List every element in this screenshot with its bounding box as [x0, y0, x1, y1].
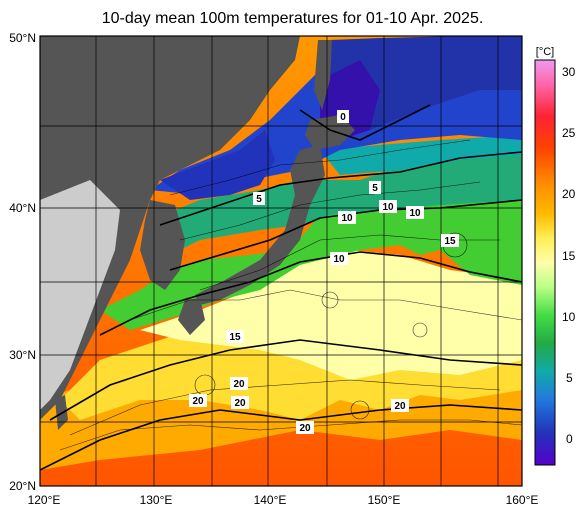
colorbar-tick: 0: [566, 432, 573, 446]
contour-label-group: 0 5 5 10 10 10 10 15 15 20 20 20 20 20: [189, 110, 459, 434]
svg-text:10: 10: [341, 213, 353, 224]
contour-label: 5: [369, 181, 381, 194]
map-frame: [39, 35, 523, 487]
contour-label: 20: [296, 421, 314, 434]
longitude-labels: 120°E 130°E 140°E 150°E 160°E: [28, 493, 539, 507]
contour-label: 10: [338, 211, 356, 224]
colorbar-ticks: 30 25 20 15 10 5 0: [562, 65, 576, 446]
svg-text:10: 10: [382, 202, 394, 213]
map-title: 10-day mean 100m temperatures for 01-10 …: [101, 10, 484, 27]
contour-label: 20: [189, 394, 207, 407]
colorbar-tick: 5: [566, 371, 573, 385]
colorbar-tick: 25: [562, 126, 576, 140]
contour-label: 10: [379, 200, 397, 213]
svg-text:15: 15: [229, 332, 241, 343]
svg-text:10: 10: [409, 208, 421, 219]
contour-label: 20: [231, 396, 249, 409]
contour-label: 10: [330, 252, 348, 265]
colorbar: [°C] 30 25 20 15 10 5 0: [534, 46, 576, 466]
svg-text:5: 5: [256, 194, 262, 205]
contour-label: 20: [230, 377, 248, 390]
contour-label: 10: [406, 206, 424, 219]
lat-label: 40°N: [9, 201, 36, 215]
colorbar-tick: 15: [562, 249, 576, 263]
lon-label: 140°E: [254, 493, 287, 507]
lon-label: 130°E: [140, 493, 173, 507]
contour-label: 0: [337, 110, 349, 123]
svg-text:20: 20: [299, 423, 311, 434]
graticule: [40, 36, 522, 486]
svg-text:0: 0: [340, 112, 346, 123]
contour-label: 20: [391, 399, 409, 412]
latitude-labels: 50°N 40°N 30°N 20°N: [9, 31, 36, 493]
colorbar-unit: [°C]: [536, 46, 554, 58]
lat-label: 30°N: [9, 348, 36, 362]
colorbar-tick: 20: [562, 187, 576, 201]
temperature-field: [40, 36, 522, 486]
svg-text:20: 20: [394, 401, 406, 412]
lat-label: 50°N: [9, 31, 36, 45]
svg-text:5: 5: [372, 183, 378, 194]
colorbar-tick: 10: [562, 310, 576, 324]
lon-label: 160°E: [506, 493, 539, 507]
contour-label: 15: [226, 330, 244, 343]
lon-label: 120°E: [28, 493, 61, 507]
colorbar-tick: 30: [562, 65, 576, 79]
svg-text:10: 10: [333, 254, 345, 265]
lat-label: 20°N: [9, 479, 36, 493]
contour-label: 5: [253, 192, 265, 205]
svg-text:20: 20: [192, 396, 204, 407]
contour-label: 15: [441, 234, 459, 247]
svg-text:15: 15: [444, 236, 456, 247]
svg-text:20: 20: [234, 398, 246, 409]
lon-label: 150°E: [368, 493, 401, 507]
colorbar-scale: [534, 59, 556, 466]
svg-text:20: 20: [233, 379, 245, 390]
isotherm-minor-lines: [59, 139, 522, 451]
